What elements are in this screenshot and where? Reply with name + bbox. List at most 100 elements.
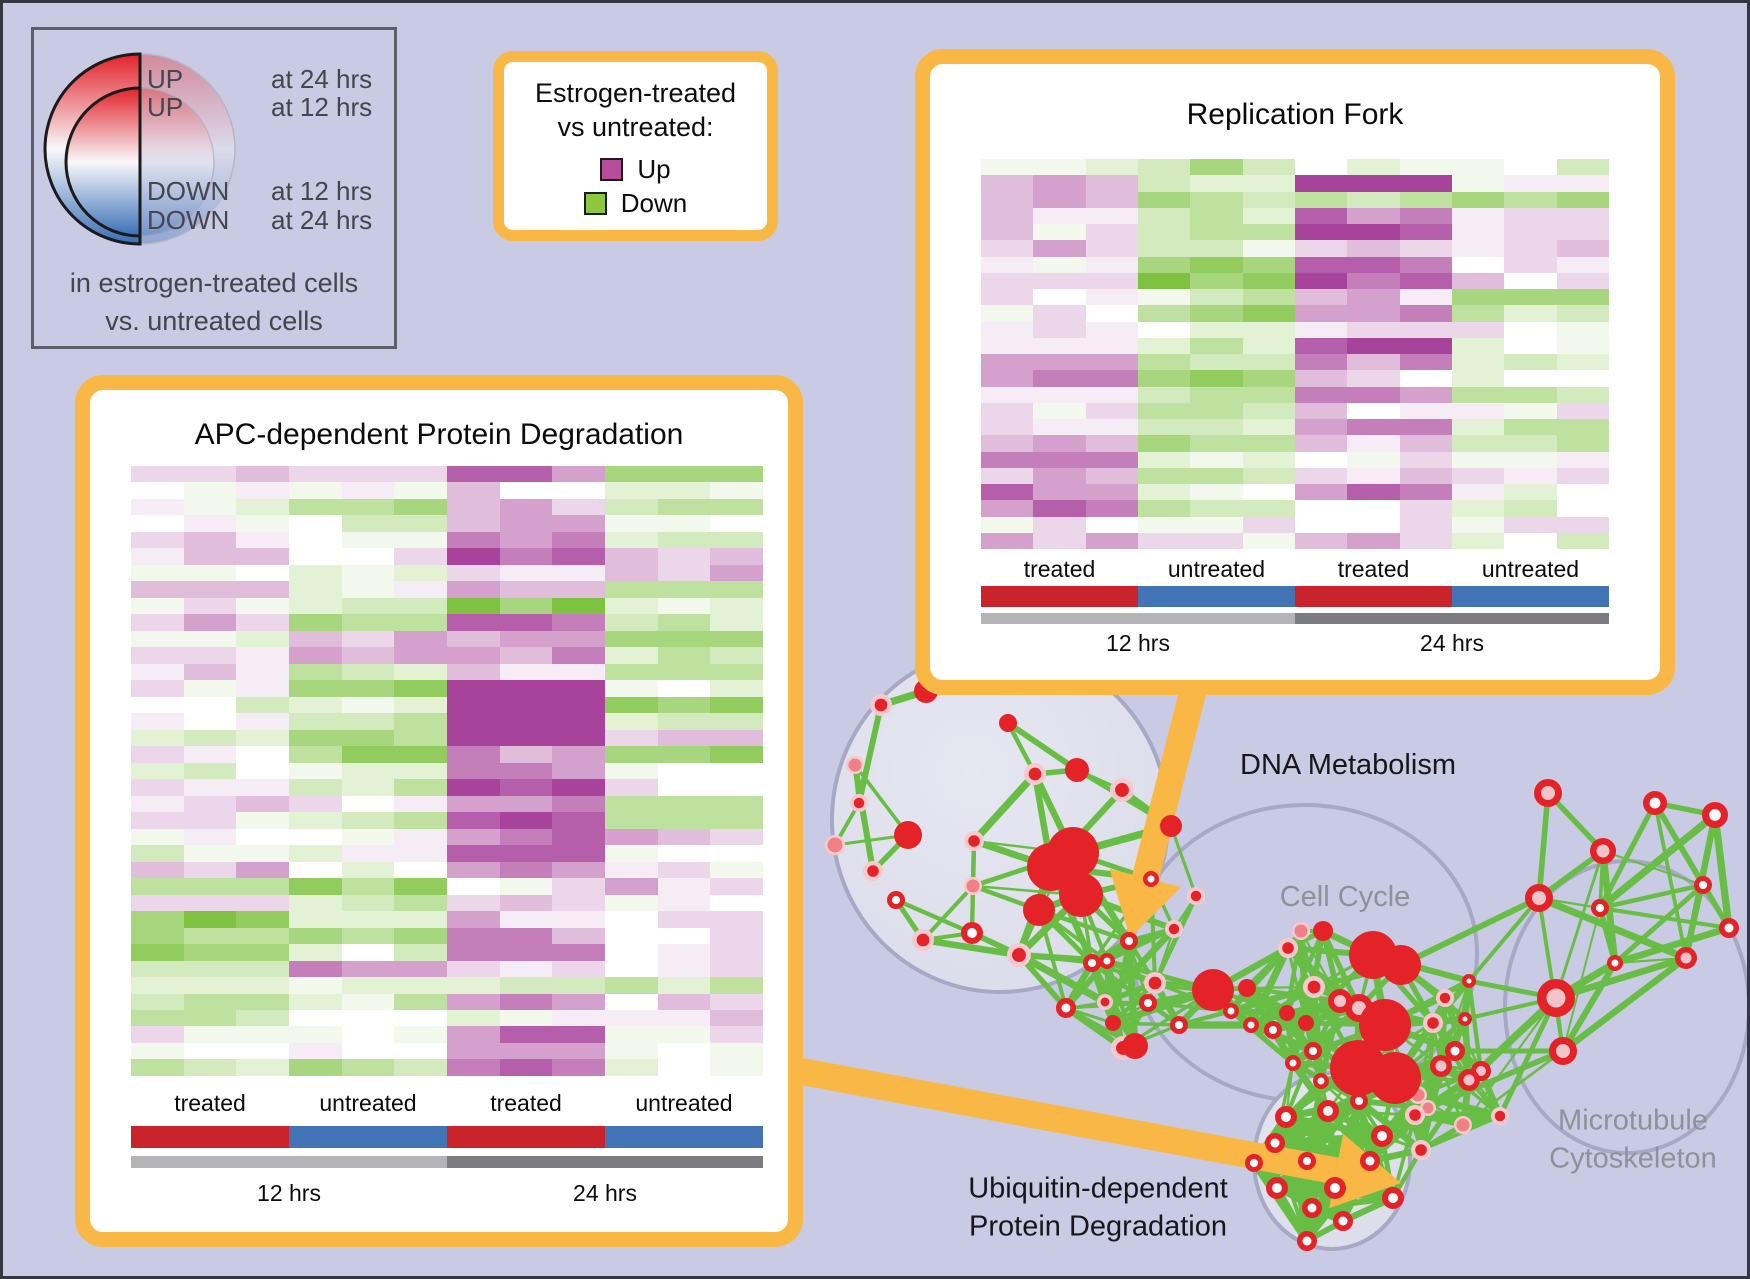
time-color-bar <box>131 1156 763 1168</box>
heatmap-row <box>981 175 1609 192</box>
condition-label: untreated <box>1167 556 1266 582</box>
heatmap-row <box>981 419 1609 436</box>
heatmap-row <box>131 911 764 928</box>
direction-label: DOWN <box>147 176 230 206</box>
cluster-label-ub: Ubiquitin-dependent Protein Degradation <box>968 1172 1228 1243</box>
heatmap-row <box>981 272 1609 289</box>
heatmap-row <box>131 630 764 648</box>
heatmap-row <box>131 746 764 763</box>
condition-color-bar <box>131 1126 763 1148</box>
heatmap-row <box>981 467 1609 484</box>
heatmap-row <box>131 680 764 697</box>
up-label: Up <box>637 154 671 184</box>
heatmap-row <box>131 597 764 615</box>
heatmap-row <box>981 224 1609 241</box>
ring-legend-caption-line1: in estrogen-treated cells <box>69 268 359 298</box>
condition-label: treated <box>1023 556 1096 582</box>
heatmap-row <box>981 516 1609 533</box>
heatmap-row <box>131 729 764 747</box>
heatmap-row <box>981 240 1609 257</box>
heatmap-row <box>131 944 764 961</box>
condition-color-bar <box>981 586 1609 607</box>
condition-labels: treated untreated treated untreated <box>981 556 1609 583</box>
heatmap-row <box>981 532 1609 549</box>
condition-label: treated <box>490 1090 562 1116</box>
legend-item-down: Down <box>504 188 767 219</box>
time-label: 12 hrs <box>1106 630 1170 656</box>
heatmap-row <box>981 500 1609 517</box>
heatmap-row <box>131 663 764 681</box>
heatmap-row <box>131 647 764 664</box>
up-color-swatch <box>600 158 624 181</box>
heatmap-row <box>131 878 764 895</box>
heatmap-row <box>981 370 1609 387</box>
down-label: Down <box>620 188 688 218</box>
heatmap-row <box>981 305 1609 322</box>
heatmap-row <box>131 548 764 565</box>
concentric-ring-diagram <box>43 52 236 246</box>
heatmap-row <box>131 977 764 994</box>
heatmap-row <box>981 207 1609 224</box>
heatmap-row <box>131 1042 764 1060</box>
heatmap-row <box>981 256 1609 273</box>
panel-apc-heatmap: APC-dependent Protein Degradation treate… <box>75 375 803 1247</box>
heatmap-row <box>131 466 764 483</box>
comparison-legend: Estrogen-treated vs untreated: Up Down <box>493 51 778 241</box>
condition-labels: treated untreated treated untreated <box>131 1090 763 1117</box>
time-label: 12 hrs <box>257 1180 321 1206</box>
condition-label: untreated <box>635 1090 733 1116</box>
heatmap-row <box>131 845 764 862</box>
ring-legend-caption-line2: vs. untreated cells <box>105 306 323 336</box>
condition-label: untreated <box>1481 556 1580 582</box>
heatmap-row <box>981 289 1609 306</box>
heatmap-row <box>131 779 764 796</box>
time-label: at 24 hrs <box>271 205 373 235</box>
direction-label: UP <box>147 64 184 94</box>
heatmap-row <box>131 713 764 730</box>
cluster-label-dna: DNA Metabolism <box>1240 748 1456 781</box>
heatmap-row <box>981 191 1609 208</box>
heatmap-row <box>131 498 764 516</box>
heatmap-row <box>131 1059 764 1076</box>
heatmap-row <box>131 795 764 813</box>
time-labels: 12 hrs 24 hrs <box>131 1180 763 1207</box>
comparison-legend-title-line1: Estrogen-treated <box>534 78 737 108</box>
gene-network-graph <box>796 646 1747 1251</box>
condition-label: treated <box>174 1090 246 1116</box>
heatmap-row <box>131 482 764 499</box>
heatmap-row <box>981 484 1609 501</box>
time-label: 24 hrs <box>573 1180 637 1206</box>
heatmap-row <box>981 386 1609 403</box>
heatmap-row <box>981 337 1609 354</box>
heatmap-row <box>131 762 764 780</box>
heatmap-row <box>981 159 1609 176</box>
heatmap-row <box>131 828 764 846</box>
heatmap-row <box>981 435 1609 452</box>
heatmap-repfork <box>981 159 1609 549</box>
heatmap-row <box>131 581 764 598</box>
heatmap-row <box>131 861 764 879</box>
direction-label: DOWN <box>147 205 230 235</box>
time-label: at 24 hrs <box>271 64 373 94</box>
heatmap-row <box>131 960 764 978</box>
down-color-swatch <box>583 192 607 215</box>
time-color-bar <box>981 613 1609 624</box>
cluster-label-cc: Cell Cycle <box>1279 880 1411 913</box>
ring-timepoint-legend: UP at 24 hrs UP at 12 hrs DOWN at 12 hrs… <box>31 27 397 349</box>
heatmap-row <box>131 894 764 912</box>
legend-item-up: Up <box>504 154 767 185</box>
heatmap-row <box>981 321 1609 338</box>
heatmap-row <box>131 993 764 1010</box>
heatmap-row <box>131 614 764 631</box>
time-labels: 12 hrs 24 hrs <box>981 630 1609 657</box>
heatmap-row <box>981 451 1609 468</box>
heatmap-row <box>131 812 764 829</box>
heatmap-row <box>131 1026 764 1043</box>
heatmap-row <box>981 402 1609 419</box>
time-label: 24 hrs <box>1420 630 1484 656</box>
time-label: at 12 hrs <box>271 92 373 122</box>
heatmap-row <box>131 1009 764 1027</box>
heatmap-apc <box>131 466 764 1076</box>
direction-label: UP <box>147 92 184 122</box>
condition-label: treated <box>1337 556 1410 582</box>
